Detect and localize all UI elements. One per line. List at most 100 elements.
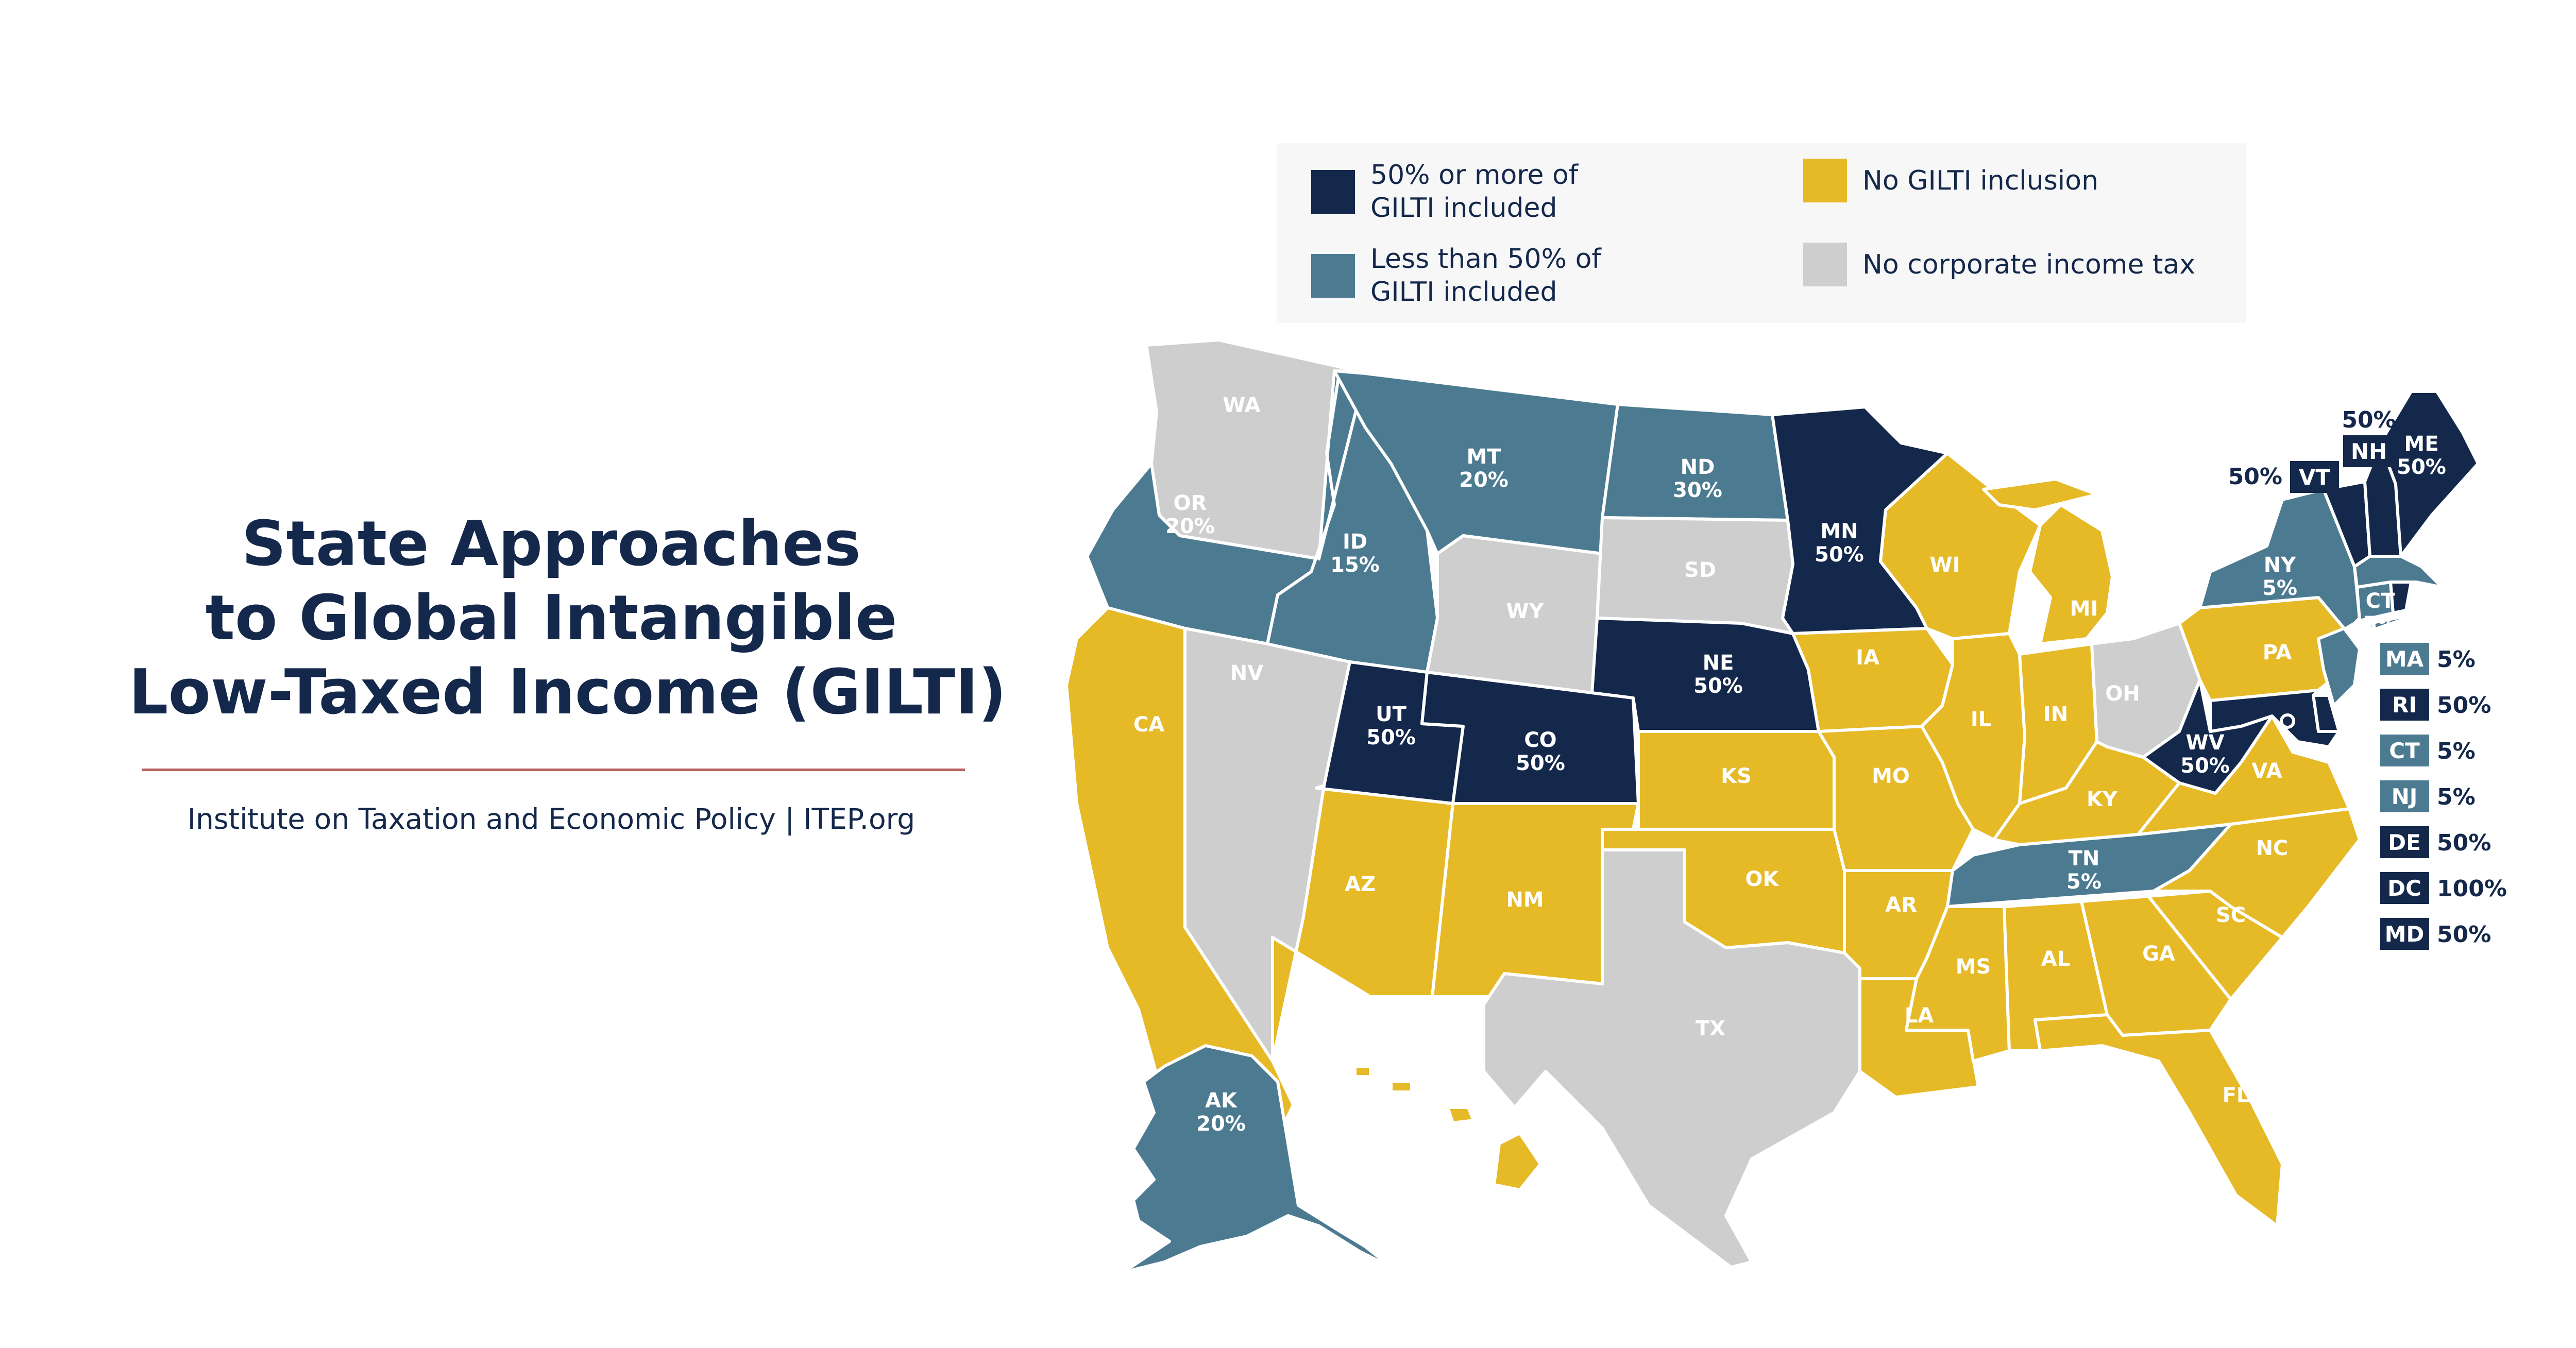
state-label-sc: SC [2216,903,2246,927]
state-label-ut: UT 50% [1366,703,1416,749]
sidebar-label-de: DE [2388,830,2421,855]
legend-swatch-medium [1311,253,1355,298]
sidebar-label-md: MD [2385,922,2425,947]
sidebar-badge-ma [2380,643,2429,675]
state-label-wy: WY [1506,600,1544,623]
state-label-nd: ND 30% [1673,455,1722,502]
state-label-ks: KS [1721,764,1752,788]
state-hi[interactable] [1353,1065,1542,1191]
sidebar-badge-ct [2380,735,2429,766]
state-label-or: OR 20% [1165,491,1215,538]
sidebar-value-ma: 5% [2437,646,2476,673]
state-ia[interactable] [1791,627,1954,733]
state-label-nm: NM [1506,888,1544,912]
title-line-2: to Global Intangible [205,583,897,654]
state-label-ak: AK 20% [1196,1089,1246,1136]
legend-label-medium: Less than 50% of GILTI included [1370,244,1601,308]
state-nc[interactable] [2152,807,2361,939]
sidebar-badge-de [2380,826,2429,858]
legend-label-gray: No corporate income tax [1862,249,2196,280]
state-label-va: VA [2251,759,2282,783]
state-label-wv: WV 50% [2180,731,2230,778]
callout-label-nh: NH [2351,439,2387,464]
map-legend: 50% or more of GILTI included Less than … [1277,143,2246,323]
state-label-mi: MI [2070,597,2098,621]
state-label-ok: OK [1745,867,1780,891]
sidebar-value-nj: 5% [2437,784,2476,810]
sidebar-label-ma: MA [2385,646,2424,672]
sidebar-value-dc: 100% [2437,876,2507,902]
sidebar-label-ct: CT [2389,738,2420,763]
state-label-sd: SD [1684,558,1716,582]
state-label-mt: MT 20% [1459,445,1509,492]
sidebar-badge-ri [2380,689,2429,721]
sidebar-value-de: 50% [2437,830,2491,856]
sidebar-badge-dc [2380,872,2429,904]
state-label-mo: MO [1872,764,1910,788]
callout-label-vt: VT [2299,465,2331,490]
title-panel: State Approaches to Global Intangible Lo… [0,0,1133,1348]
sidebar-value-ct: 5% [2437,738,2476,764]
legend-label-dark: 50% or more of GILTI included [1370,160,1579,224]
state-label-nc: NC [2256,837,2289,860]
legend-swatch-dark [1311,169,1355,214]
state-label-ga: GA [2142,942,2175,966]
state-label-az: AZ [1345,873,1376,896]
state-label-in: IN [2043,703,2068,726]
legend-swatch-yellow [1803,159,1847,202]
title-divider [142,769,965,771]
sidebar-label-nj: NJ [2392,784,2418,809]
state-label-oh: OH [2105,682,2140,706]
state-label-mn: MN 50% [1815,520,1864,567]
state-fl[interactable] [2033,1013,2284,1227]
state-ak[interactable] [1122,1044,1393,1274]
state-label-wa: WA [1223,394,1260,417]
sidebar-label-ri: RI [2392,692,2417,718]
title-line-3: Low-Taxed Income (GILTI) [129,657,1007,728]
legend-swatch-gray [1803,243,1847,286]
state-label-ct: CT 5% [2363,589,2398,636]
state-tx[interactable] [1482,848,1861,1269]
callout-badge-nh [2343,435,2395,467]
state-label-id: ID 15% [1330,530,1380,577]
callout-badge-vt [2290,461,2339,493]
state-label-ia: IA [1856,646,1879,670]
state-dc[interactable] [2280,713,2295,729]
page-title: State Approaches to Global Intangible Lo… [129,507,1007,730]
legend-item-dark: 50% or more of GILTI included [1311,159,1578,225]
source-credit: Institute on Taxation and Economic Polic… [187,803,916,835]
legend-item-yellow: No GILTI inclusion [1803,159,2098,202]
state-nj[interactable] [2317,627,2361,707]
state-label-fl: FL [2223,1084,2250,1107]
state-label-ca: CA [1133,713,1164,737]
legend-label-yellow: No GILTI inclusion [1862,165,2099,196]
state-label-ne: NE 50% [1693,651,1743,698]
state-label-wi: WI [1929,553,1960,577]
state-label-ky: KY [2087,788,2118,811]
legend-item-gray: No corporate income tax [1803,243,2195,286]
sidebar-value-md: 50% [2437,922,2491,948]
state-me[interactable] [2379,390,2480,558]
state-mi[interactable] [1982,477,2114,645]
state-label-ms: MS [1956,955,1991,979]
state-label-tx: TX [1696,1017,1725,1040]
sidebar-badge-md [2380,918,2429,950]
state-label-co: CO 50% [1516,728,1565,775]
state-label-ar: AR [1885,893,1917,917]
state-label-nv: NV [1230,661,1263,685]
state-label-tn: TN 5% [2066,847,2102,894]
state-ri[interactable] [2389,581,2413,615]
state-label-me: ME 50% [2397,432,2446,479]
state-label-ny: NY 5% [2262,553,2297,600]
state-label-al: AL [2041,947,2070,971]
state-label-hi: HI [1466,1166,1491,1190]
callout-value-vt: 50% [2228,464,2282,490]
title-line-1: State Approaches [242,508,861,580]
sidebar-badge-nj [2380,780,2429,812]
sidebar-value-ri: 50% [2437,692,2491,719]
sidebar-label-dc: DC [2387,876,2421,901]
state-md[interactable] [2209,689,2341,748]
state-label-pa: PA [2263,641,2292,664]
state-label-la: LA [1905,1004,1934,1028]
